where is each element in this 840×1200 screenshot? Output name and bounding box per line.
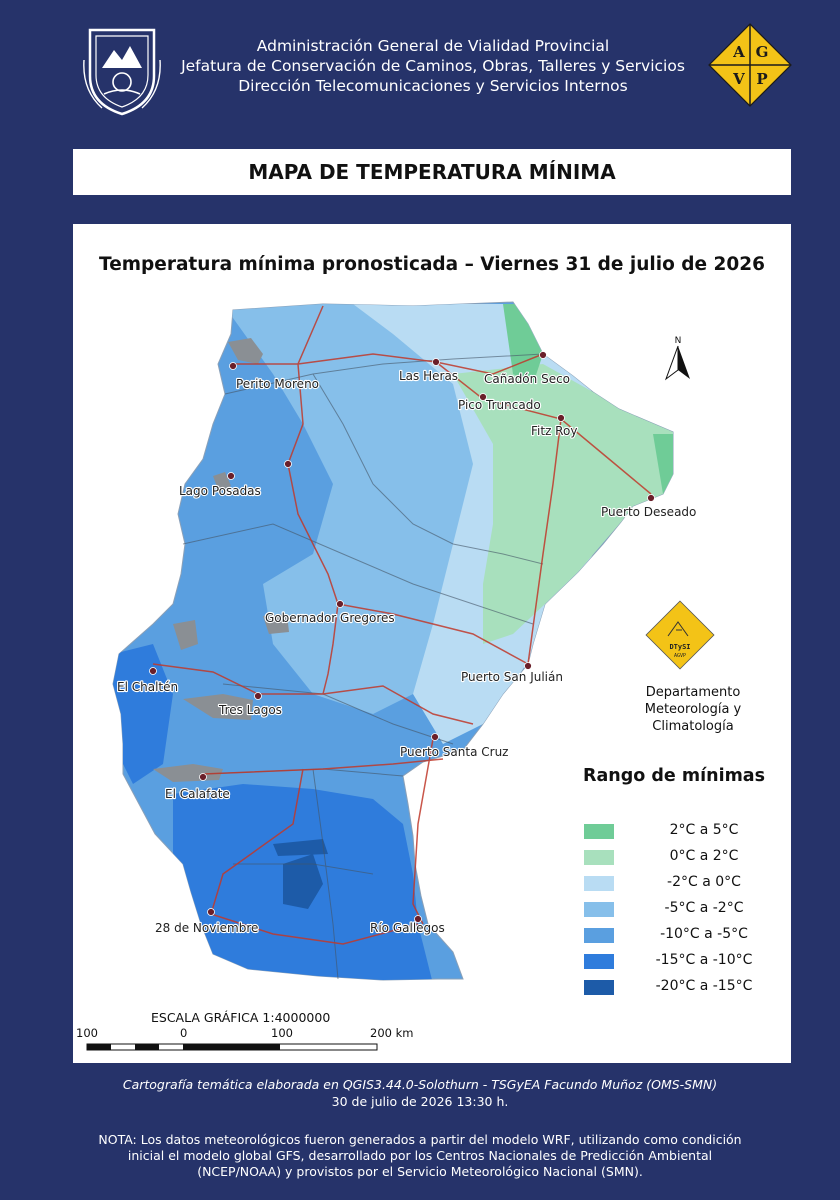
- legend-swatch: [584, 850, 614, 865]
- footer-date: 30 de julio de 2026 13:30 h.: [331, 1094, 509, 1109]
- city-label-fitz-roy: Fitz Roy: [531, 424, 577, 438]
- map-panel: Temperatura mínima pronosticada – Vierne…: [73, 224, 791, 1063]
- legend-label: -5°C a -2°C: [664, 900, 744, 916]
- legend-item: -2°C a 0°C: [584, 873, 784, 893]
- header-text: Administración General de Vialidad Provi…: [170, 36, 696, 96]
- header-line-3: Dirección Telecomunicaciones y Servicios…: [238, 77, 628, 95]
- legend-item: -15°C a -10°C: [584, 951, 784, 971]
- dtysi-logo: DTySI AGVP: [645, 600, 715, 670]
- lake-cardiel: [263, 614, 289, 634]
- legend-item: 2°C a 5°C: [584, 821, 784, 841]
- lake-viedma: [183, 694, 253, 720]
- city-dot-fitz-roy: [557, 414, 565, 422]
- footer-note: NOTA: Los datos meteorológicos fueron ge…: [98, 1132, 742, 1179]
- city-dot-lago-posadas: [227, 472, 235, 480]
- scale-label-100-left: 100: [76, 1026, 98, 1040]
- legend-label: -20°C a -15°C: [655, 978, 753, 994]
- scale-label-0: 0: [180, 1026, 188, 1040]
- city-dot-gobernador-gregores: [336, 600, 344, 608]
- road-network: [152, 305, 652, 945]
- north-arrow-label: N: [675, 336, 682, 346]
- city-dot-el-calafate: [199, 773, 207, 781]
- agvp-logo: A G V P: [708, 23, 792, 107]
- legend-swatch: [584, 980, 614, 995]
- city-dot-canadon-seco: [539, 351, 547, 359]
- legend-label: -15°C a -10°C: [655, 952, 753, 968]
- scale-label-100: 100: [271, 1026, 293, 1040]
- department-line-2: Meteorología y Climatología: [644, 702, 742, 734]
- city-label-las-heras: Las Heras: [399, 369, 458, 383]
- city-dot-puerto-deseado: [647, 494, 655, 502]
- footer-credit: Cartografía temática elaborada en QGIS3.…: [122, 1077, 718, 1092]
- city-label-canadon-seco: Cañadón Seco: [484, 372, 570, 386]
- zone-0-2: [453, 364, 673, 644]
- city-label-el-calafate: El Calafate: [165, 787, 230, 801]
- city-dot-rio-gallegos: [414, 915, 422, 923]
- header-line-1: Administración General de Vialidad Provi…: [256, 37, 610, 55]
- department-name: Departamento Meteorología y Climatología: [603, 684, 783, 735]
- city-label-el-chalten: El Chaltén: [117, 680, 178, 694]
- agvp-letter-g: G: [756, 43, 769, 61]
- legend-label: 0°C a 2°C: [669, 848, 739, 864]
- department-line-1: Departamento: [645, 685, 741, 700]
- city-dot-perito-moreno: [229, 362, 237, 370]
- city-dot-puerto-santa-cruz: [431, 733, 439, 741]
- map-subtitle: Temperatura mínima pronosticada – Vierne…: [99, 254, 765, 275]
- city-label-lago-posadas: Lago Posadas: [179, 484, 261, 498]
- city-label-gobernador-gregores: Gobernador Gregores: [265, 611, 395, 625]
- legend-item: -20°C a -15°C: [584, 977, 784, 997]
- city-dot-las-heras: [432, 358, 440, 366]
- lake-san-martin: [173, 620, 198, 650]
- legend-title: Rango de mínimas: [583, 766, 766, 786]
- header-line-2: Jefatura de Conservación de Caminos, Obr…: [181, 57, 685, 75]
- city-label-28-de-noviembre: 28 de Noviembre: [155, 921, 258, 935]
- legend-label: -10°C a -5°C: [660, 926, 748, 942]
- dtysi-logo-subtext: AGVP: [674, 653, 686, 659]
- province-seal-logo: [83, 28, 161, 116]
- north-arrow-icon: N: [664, 336, 690, 381]
- city-label-puerto-santa-cruz: Puerto Santa Cruz: [400, 745, 508, 759]
- lake-posadas: [213, 472, 231, 492]
- legend-swatch: [584, 876, 614, 891]
- scale-label-200: 200 km: [370, 1026, 414, 1040]
- zone-2-5: [503, 304, 673, 494]
- legend-swatch: [584, 954, 614, 969]
- page-title: MAPA DE TEMPERATURA MÍNIMA: [73, 149, 791, 195]
- city-dot-puerto-san-julian: [524, 662, 532, 670]
- agvp-letter-a: A: [732, 43, 745, 61]
- legend-swatch: [584, 824, 614, 839]
- city-markers: [149, 351, 655, 923]
- city-label-puerto-san-julian: Puerto San Julián: [461, 670, 563, 684]
- city-dot-perito-moreno-junction: [284, 460, 292, 468]
- city-dot-el-chalten: [149, 667, 157, 675]
- legend-label: 2°C a 5°C: [669, 822, 739, 838]
- city-label-rio-gallegos: Río Gallegos: [370, 921, 445, 935]
- agvp-letter-p: P: [756, 70, 767, 88]
- legend-label: -2°C a 0°C: [667, 874, 741, 890]
- legend-item: 0°C a 2°C: [584, 847, 784, 867]
- legend-item: -10°C a -5°C: [584, 925, 784, 945]
- city-dot-pico-truncado: [479, 393, 487, 401]
- zone-west-cold: [113, 644, 173, 784]
- lake-buenos-aires: [228, 338, 263, 364]
- legend-item: -5°C a -2°C: [584, 899, 784, 919]
- agvp-letter-v: V: [732, 70, 745, 88]
- zone-minus20-minus15: [273, 839, 328, 909]
- city-label-perito-moreno: Perito Moreno: [236, 377, 319, 391]
- legend-swatch: [584, 928, 614, 943]
- dtysi-logo-text: DTySI: [669, 643, 690, 651]
- scale-bar: [86, 1043, 378, 1051]
- temperature-map: Perito Moreno Las Heras Cañadón Seco Pic…: [86, 301, 715, 1051]
- department-boundaries: [182, 353, 544, 980]
- city-label-pico-truncado: Pico Truncado: [458, 398, 541, 412]
- city-dot-tres-lagos: [254, 692, 262, 700]
- city-label-tres-lagos: Tres Lagos: [218, 703, 282, 717]
- legend-swatch: [584, 902, 614, 917]
- city-label-puerto-deseado: Puerto Deseado: [601, 505, 696, 519]
- scale-title: ESCALA GRÁFICA 1:4000000: [151, 1010, 331, 1025]
- city-dot-28-de-noviembre: [207, 908, 215, 916]
